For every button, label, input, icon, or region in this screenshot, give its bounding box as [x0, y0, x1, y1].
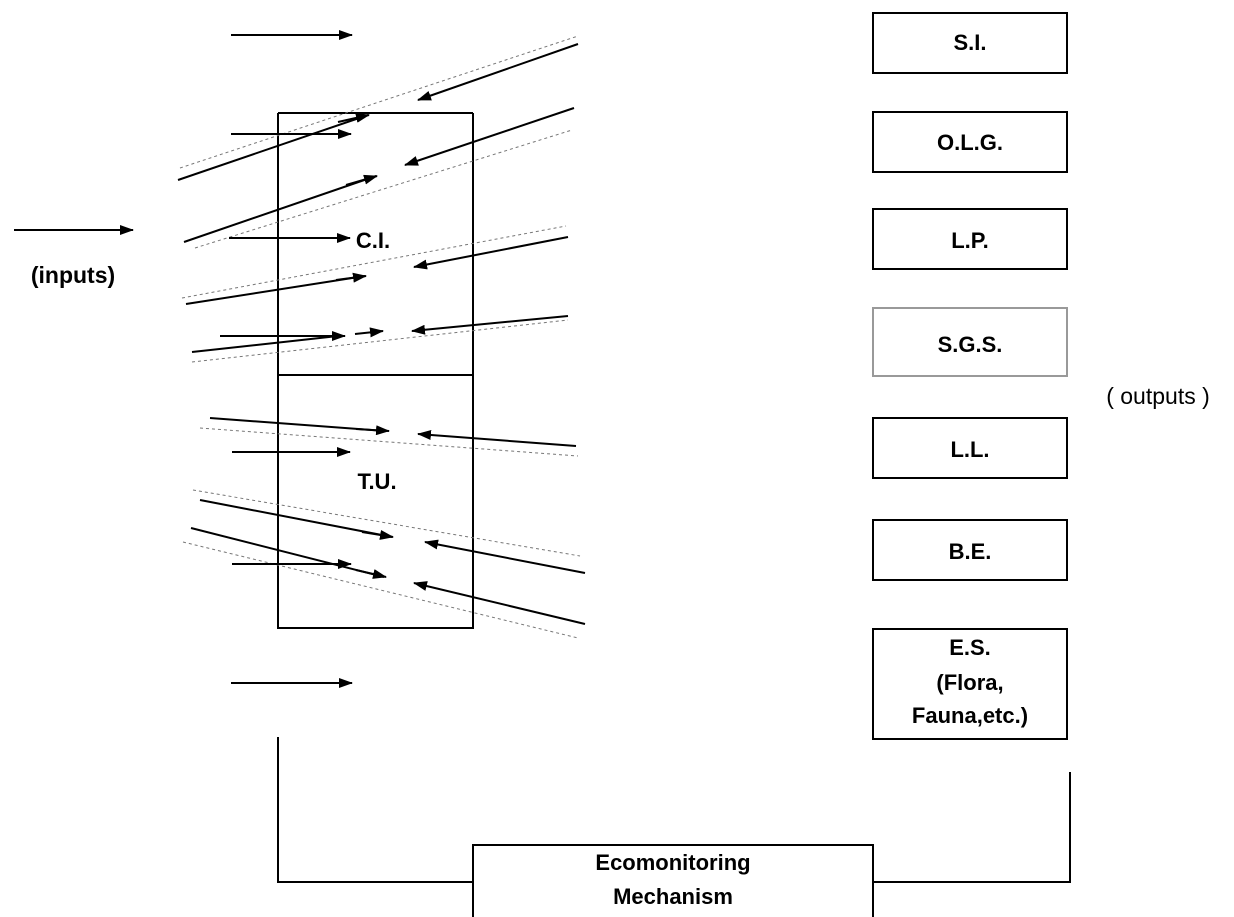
output-label-es-1: E.S. — [949, 635, 991, 660]
tu-label: T.U. — [357, 469, 396, 494]
output-box-ll — [872, 417, 1068, 479]
mechanism-label-2: Mechanism — [613, 884, 733, 909]
output-label-olg: O.L.G. — [937, 130, 1003, 155]
slanted-lines — [177, 114, 393, 578]
ci-label: C.I. — [356, 228, 390, 253]
output-label-sgs: S.G.S. — [938, 332, 1003, 357]
feedback-connector — [277, 737, 1071, 883]
output-box-sgs — [872, 307, 1068, 377]
return-arrows — [404, 43, 586, 625]
output-box-es — [872, 628, 1068, 740]
inputs-label: (inputs) — [31, 262, 115, 288]
output-labels: S.I. O.L.G. L.P. S.G.S. L.L. B.E. E.S. (… — [912, 30, 1028, 728]
output-label-ll: L.L. — [950, 437, 989, 462]
output-box-be — [872, 519, 1068, 581]
dotted-guides — [179, 35, 581, 639]
output-label-be: B.E. — [949, 539, 992, 564]
output-boxes — [872, 12, 1068, 740]
outputs-label: ( outputs ) — [1106, 383, 1210, 409]
output-label-es-3: Fauna,etc.) — [912, 703, 1028, 728]
input-arrows — [14, 30, 394, 688]
mechanism-label-1: Ecomonitoring — [595, 850, 750, 875]
output-box-lp — [872, 208, 1068, 270]
mechanism-box — [472, 844, 874, 917]
output-label-es-2: (Flora, — [936, 670, 1003, 695]
output-box-si — [872, 12, 1068, 74]
output-label-si: S.I. — [953, 30, 986, 55]
output-box-olg — [872, 111, 1068, 173]
central-column — [277, 112, 474, 629]
output-label-lp: L.P. — [951, 228, 989, 253]
